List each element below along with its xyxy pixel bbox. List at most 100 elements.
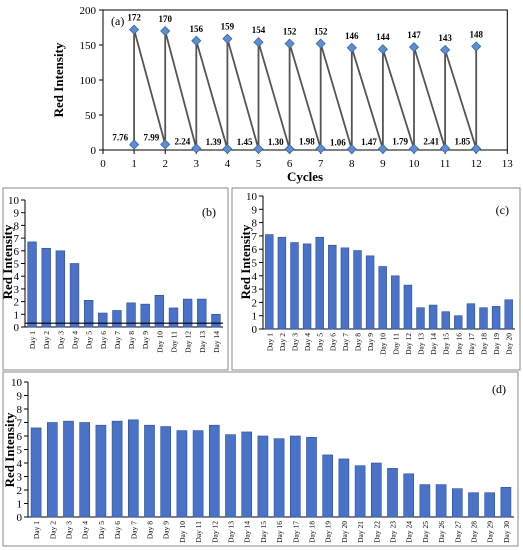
- category-label: Day 8: [354, 333, 363, 351]
- y-tick-label: 7: [14, 233, 20, 245]
- category-label: Day 19: [492, 333, 501, 355]
- category-label: Day 21: [356, 521, 365, 543]
- x-tick-label: 13: [502, 158, 514, 170]
- bar: [416, 307, 425, 330]
- x-tick-label: 9: [380, 158, 386, 170]
- category-label: Day 24: [405, 521, 414, 543]
- category-label: Day 15: [259, 521, 268, 543]
- low-point: [284, 144, 295, 155]
- y-tick-label: 200: [80, 5, 97, 17]
- y-tick-label: 9: [14, 208, 20, 220]
- high-point: [440, 44, 451, 55]
- x-tick-label: 5: [256, 158, 262, 170]
- category-label: Day 3: [291, 333, 300, 351]
- bar: [63, 420, 74, 518]
- high-point: [377, 44, 388, 55]
- category-label: Day 10: [178, 521, 187, 543]
- category-label: Day 12: [184, 331, 193, 353]
- category-label: Day 12: [404, 333, 413, 355]
- y-tick-label: 10: [8, 195, 20, 207]
- y-tick-label: 7: [17, 418, 23, 430]
- high-data-label: 172: [127, 13, 141, 23]
- category-label: Day 13: [227, 521, 236, 543]
- y-tick-label: 2: [17, 485, 23, 497]
- category-label: Day 10: [155, 331, 164, 353]
- panel-label: (a): [111, 14, 124, 28]
- y-tick-label: 0: [14, 322, 20, 334]
- category-label: Day 4: [303, 333, 312, 351]
- x-tick-label: 4: [225, 158, 231, 170]
- category-label: Day 13: [417, 333, 426, 355]
- y-tick-label: 8: [17, 404, 23, 416]
- y-tick-label: 10: [11, 377, 23, 389]
- high-data-label: 148: [469, 29, 483, 39]
- category-label: Day 6: [328, 333, 337, 351]
- bar: [466, 303, 476, 330]
- y-tick-label: 3: [17, 472, 23, 484]
- low-data-label: 1.47: [361, 137, 377, 147]
- category-label: Day 9: [366, 333, 375, 351]
- x-tick-label: 10: [409, 158, 421, 170]
- bar: [419, 484, 431, 518]
- y-tick-label: 4: [17, 458, 23, 470]
- category-label: Day 11: [170, 331, 179, 353]
- high-point: [160, 25, 171, 37]
- x-tick-label: 3: [194, 158, 200, 170]
- y-tick-label: 6: [14, 246, 20, 258]
- category-label: Day 4: [81, 521, 90, 539]
- x-axis-label: Cycles: [287, 169, 323, 184]
- y-axis-label: Red Intensity: [0, 224, 15, 299]
- category-label: Day 2: [48, 521, 57, 539]
- y-tick-label: 3: [252, 284, 258, 296]
- chart-border: [2, 187, 229, 371]
- bar: [225, 434, 236, 518]
- bar: [451, 488, 463, 518]
- bar: [328, 244, 337, 330]
- bar: [504, 299, 513, 330]
- category-label: Day 12: [210, 521, 219, 543]
- category-label: Day 4: [71, 331, 80, 349]
- high-point: [191, 35, 202, 46]
- high-point: [471, 41, 482, 52]
- high-data-label: 144: [376, 32, 390, 42]
- bar: [370, 462, 382, 518]
- bar: [211, 313, 221, 328]
- category-label: Day 5: [97, 521, 106, 539]
- high-data-label: 146: [345, 31, 359, 41]
- panel-label: (d): [492, 382, 506, 396]
- category-label: Day 6: [99, 331, 108, 349]
- category-label: Day 2: [278, 333, 287, 351]
- bar: [365, 255, 375, 330]
- category-label: Day 3: [65, 521, 74, 539]
- y-tick-label: 1: [17, 499, 23, 511]
- category-label: Day 16: [454, 333, 463, 355]
- bar: [83, 300, 94, 328]
- low-point: [377, 143, 388, 155]
- bar: [428, 304, 438, 330]
- bar: [79, 422, 91, 518]
- x-tick-label: 0: [100, 158, 106, 170]
- chart-border: [2, 371, 519, 547]
- bar: [403, 284, 413, 330]
- bar: [340, 247, 350, 330]
- high-point: [315, 38, 326, 49]
- y-tick-label: 5: [14, 259, 20, 271]
- bar: [140, 303, 150, 328]
- x-tick-label: 8: [349, 158, 355, 170]
- y-tick-label: 9: [252, 204, 258, 216]
- low-data-label: 7.99: [143, 132, 159, 142]
- bar: [435, 484, 447, 518]
- category-label: Day 14: [429, 333, 438, 355]
- category-label: Day 14: [212, 331, 221, 353]
- y-tick-label: 9: [17, 391, 23, 403]
- y-tick-label: 0: [91, 145, 97, 157]
- high-data-label: 156: [190, 24, 204, 34]
- low-data-label: 2.24: [175, 136, 191, 146]
- panel-d: 01 23 45 67 89 10 Day 1 Day 2 Day 3 Day 4 Day 5 Day…: [2, 371, 519, 547]
- bar: [289, 435, 301, 518]
- y-tick-label: 8: [252, 218, 258, 230]
- high-data-label: 147: [407, 30, 421, 40]
- high-data-label: 152: [314, 27, 328, 37]
- bar: [315, 236, 324, 330]
